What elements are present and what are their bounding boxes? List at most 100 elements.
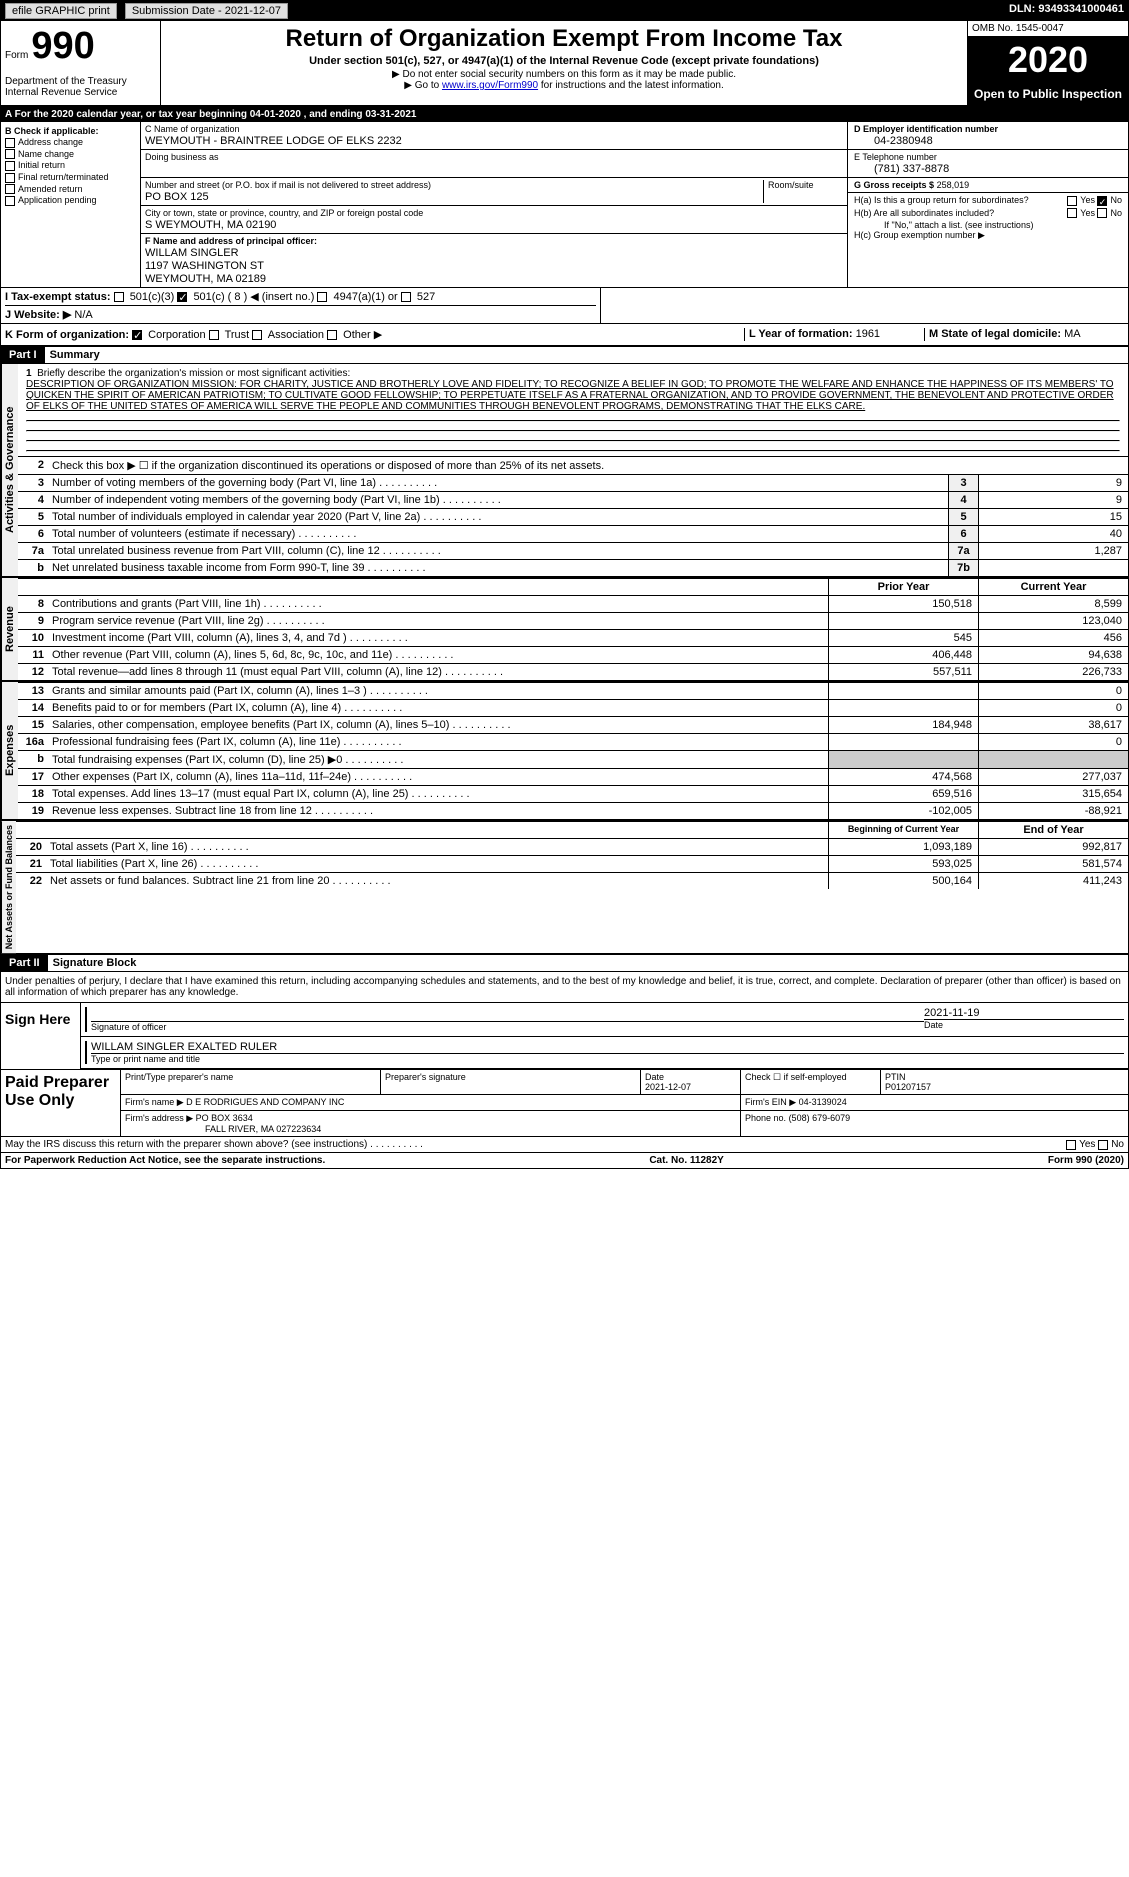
current-value: -88,921	[978, 803, 1128, 819]
hb-yes-checkbox[interactable]	[1067, 208, 1077, 218]
part2-header: Part II	[1, 955, 48, 971]
dln-label: DLN: 93493341000461	[1009, 3, 1124, 19]
mission-text: DESCRIPTION OF ORGANIZATION MISSION: FOR…	[26, 379, 1114, 412]
tax-year: 2020	[968, 37, 1128, 83]
501c-checkbox[interactable]: ✓	[177, 292, 187, 302]
receipts-label: G Gross receipts $	[854, 180, 934, 190]
prior-value: 150,518	[828, 596, 978, 612]
part2-title: Signature Block	[51, 955, 139, 971]
app-pending-checkbox[interactable]	[5, 196, 15, 206]
current-value: 123,040	[978, 613, 1128, 629]
prep-sig-label: Preparer's signature	[381, 1070, 641, 1094]
phone-value: (781) 337-8878	[854, 163, 1122, 175]
line2-text: Check this box ▶ ☐ if the organization d…	[48, 457, 1128, 474]
501c3-checkbox[interactable]	[114, 292, 124, 302]
current-year-header: Current Year	[978, 579, 1128, 595]
discuss-no-checkbox[interactable]	[1098, 1140, 1108, 1150]
efile-button[interactable]: efile GRAPHIC print	[5, 3, 117, 19]
irs-link[interactable]: www.irs.gov/Form990	[442, 80, 538, 91]
self-emp-label: Check ☐ if self-employed	[741, 1070, 881, 1094]
current-value: 277,037	[978, 769, 1128, 785]
city-label: City or town, state or province, country…	[145, 208, 843, 218]
hb-no-checkbox[interactable]	[1097, 208, 1107, 218]
netassets-label: Net Assets or Fund Balances	[1, 821, 16, 953]
line-label: Total number of individuals employed in …	[48, 509, 948, 525]
final-return-checkbox[interactable]	[5, 173, 15, 183]
line-label: Program service revenue (Part VIII, line…	[48, 613, 828, 629]
amended-return-checkbox[interactable]	[5, 184, 15, 194]
corp-checkbox[interactable]: ✓	[132, 330, 142, 340]
line-value: 9	[978, 492, 1128, 508]
other-checkbox[interactable]	[327, 330, 337, 340]
officer-name: WILLAM SINGLER	[145, 247, 843, 259]
prior-value: 500,164	[828, 873, 978, 889]
ha-no-checkbox[interactable]: ✓	[1097, 196, 1107, 206]
name-change-checkbox[interactable]	[5, 149, 15, 159]
assoc-checkbox[interactable]	[252, 330, 262, 340]
firm-phone: (508) 679-6079	[789, 1113, 851, 1123]
street-address: PO BOX 125	[145, 191, 763, 203]
trust-checkbox[interactable]	[209, 330, 219, 340]
revenue-label: Revenue	[1, 578, 18, 680]
line-value: 1,287	[978, 543, 1128, 559]
section-b-header: B Check if applicable:	[5, 126, 136, 136]
ha-yes-checkbox[interactable]	[1067, 196, 1077, 206]
line-label: Contributions and grants (Part VIII, lin…	[48, 596, 828, 612]
line-label: Other revenue (Part VIII, column (A), li…	[48, 647, 828, 663]
4947-checkbox[interactable]	[317, 292, 327, 302]
current-value: 0	[978, 700, 1128, 716]
line-value: 9	[978, 475, 1128, 491]
line-value	[978, 560, 1128, 576]
line-box: 7b	[948, 560, 978, 576]
line-label: Number of independent voting members of …	[48, 492, 948, 508]
end-year-header: End of Year	[978, 822, 1128, 838]
current-value: 94,638	[978, 647, 1128, 663]
city-state-zip: S WEYMOUTH, MA 02190	[145, 219, 843, 231]
current-value: 38,617	[978, 717, 1128, 733]
formation-label: L Year of formation:	[749, 328, 853, 340]
initial-return-checkbox[interactable]	[5, 161, 15, 171]
penalty-text: Under penalties of perjury, I declare th…	[1, 972, 1128, 1002]
officer-addr1: 1197 WASHINGTON ST	[145, 260, 843, 272]
current-value: 992,817	[978, 839, 1128, 855]
room-label: Room/suite	[768, 180, 843, 190]
line-label: Total revenue—add lines 8 through 11 (mu…	[48, 664, 828, 680]
phone-label: E Telephone number	[854, 152, 1122, 162]
part1-header: Part I	[1, 347, 45, 363]
line-label: Total assets (Part X, line 16)	[46, 839, 828, 855]
line-label: Total fundraising expenses (Part IX, col…	[48, 751, 828, 768]
line-box: 3	[948, 475, 978, 491]
hc-label: H(c) Group exemption number ▶	[854, 230, 1122, 241]
line-box: 5	[948, 509, 978, 525]
paid-preparer-label: Paid Preparer Use Only	[1, 1070, 121, 1136]
hb-label: H(b) Are all subordinates included?	[854, 208, 1067, 219]
type-name-label: Type or print name and title	[91, 1053, 1124, 1064]
prior-value	[828, 683, 978, 699]
paperwork-notice: For Paperwork Reduction Act Notice, see …	[5, 1155, 325, 1166]
current-value: 8,599	[978, 596, 1128, 612]
formation-year: 1961	[856, 328, 880, 340]
prior-value	[828, 700, 978, 716]
prep-date: 2021-12-07	[645, 1082, 691, 1092]
prior-value: 474,568	[828, 769, 978, 785]
prior-value: 545	[828, 630, 978, 646]
ein-label: D Employer identification number	[854, 124, 1122, 134]
website-value: N/A	[74, 309, 92, 321]
form-number: 990	[31, 25, 94, 67]
527-checkbox[interactable]	[401, 292, 411, 302]
line-box: 6	[948, 526, 978, 542]
catalog-number: Cat. No. 11282Y	[649, 1155, 723, 1166]
ein-value: 04-2380948	[854, 135, 1122, 147]
discuss-text: May the IRS discuss this return with the…	[5, 1139, 367, 1150]
submission-date: Submission Date - 2021-12-07	[125, 3, 288, 19]
line-label: Total unrelated business revenue from Pa…	[48, 543, 948, 559]
line-label: Salaries, other compensation, employee b…	[48, 717, 828, 733]
org-name: WEYMOUTH - BRAINTREE LODGE OF ELKS 2232	[145, 135, 843, 147]
firm-name: D E RODRIGUES AND COMPANY INC	[186, 1097, 344, 1107]
exempt-label: I Tax-exempt status:	[5, 291, 111, 303]
line-label: Total number of volunteers (estimate if …	[48, 526, 948, 542]
line-label: Other expenses (Part IX, column (A), lin…	[48, 769, 828, 785]
address-change-checkbox[interactable]	[5, 138, 15, 148]
discuss-yes-checkbox[interactable]	[1066, 1140, 1076, 1150]
subtitle: Under section 501(c), 527, or 4947(a)(1)…	[165, 55, 963, 67]
